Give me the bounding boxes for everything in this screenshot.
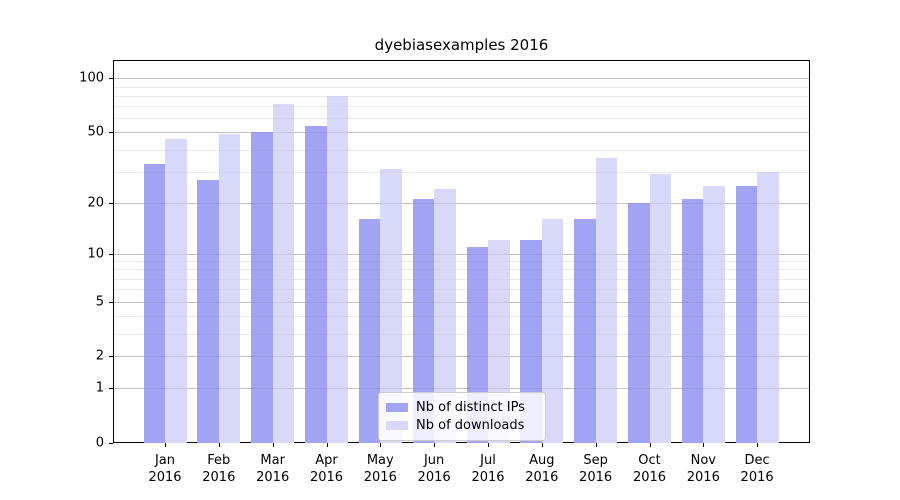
- y-tick-mark: [109, 202, 113, 204]
- chart-title: dyebiasexamples 2016: [374, 36, 549, 54]
- bar-sep-ips: [574, 219, 596, 443]
- y-tick-mark: [109, 443, 113, 444]
- bar-may-ips: [358, 219, 381, 443]
- x-tick-mark: [272, 443, 274, 447]
- x-tick-label: Sep 2016: [579, 453, 613, 485]
- x-tick-label: Oct 2016: [632, 453, 667, 485]
- bar-apr-ips: [305, 126, 327, 443]
- y-tick-label: 100: [79, 70, 104, 86]
- x-tick-label: Jan 2016: [148, 453, 182, 485]
- x-tick-label: Mar 2016: [256, 453, 290, 485]
- x-tick-label: Nov 2016: [686, 453, 720, 485]
- x-tick-mark: [541, 443, 543, 447]
- y-tick-label: 1: [95, 380, 104, 396]
- y-tick-label: 5: [95, 294, 104, 309]
- x-tick-label: May 2016: [363, 453, 397, 485]
- x-tick-label: Apr 2016: [309, 453, 344, 485]
- y-tick-label: 50: [87, 124, 104, 140]
- legend-swatch-distinct-ips: [386, 403, 408, 412]
- x-tick-mark: [757, 443, 759, 447]
- x-tick-mark: [218, 443, 220, 447]
- legend-item-downloads: Nb of downloads: [386, 418, 545, 433]
- bar-oct-ips: [628, 202, 650, 443]
- y-tick-mark: [109, 356, 113, 358]
- x-tick-label: Feb 2016: [202, 453, 236, 485]
- x-tick-mark: [703, 443, 705, 447]
- bar-mar-ips: [251, 132, 273, 443]
- x-tick-mark: [380, 443, 382, 447]
- bar-may-downloads: [380, 169, 402, 443]
- x-tick-mark: [488, 443, 489, 447]
- bar-dec-ips: [735, 185, 758, 443]
- x-tick-mark: [165, 443, 166, 447]
- bar-feb-ips: [197, 179, 219, 443]
- plot-area-border: [113, 60, 810, 443]
- bar-aug-downloads: [541, 219, 564, 443]
- bar-mar-downloads: [272, 104, 295, 443]
- y-tick-mark: [109, 388, 113, 390]
- y-tick-label: 20: [87, 195, 104, 210]
- legend: Nb of distinct IPs Nb of downloads: [378, 392, 546, 441]
- y-tick-label: 2: [95, 348, 104, 364]
- bar-sep-downloads: [595, 157, 618, 443]
- bar-jan-ips: [143, 164, 165, 443]
- x-tick-label: Jun 2016: [417, 453, 451, 485]
- x-tick-mark: [326, 443, 328, 447]
- y-tick-mark: [109, 78, 113, 80]
- legend-label-downloads: Nb of downloads: [416, 418, 525, 433]
- x-tick-mark: [649, 443, 651, 447]
- x-tick-label: Jul 2016: [471, 453, 505, 485]
- bar-feb-downloads: [218, 134, 241, 443]
- bar-apr-downloads: [326, 95, 348, 443]
- bar-jun-downloads: [434, 188, 456, 443]
- bar-dec-downloads: [757, 171, 779, 443]
- y-tick-label: 0: [95, 435, 104, 451]
- legend-item-distinct-ips: Nb of distinct IPs: [386, 400, 545, 415]
- x-tick-mark: [434, 443, 436, 447]
- bar-nov-ips: [681, 198, 704, 443]
- legend-swatch-downloads: [386, 421, 408, 430]
- y-tick-mark: [109, 253, 113, 255]
- legend-label-distinct-ips: Nb of distinct IPs: [416, 400, 525, 415]
- y-tick-mark: [109, 301, 113, 303]
- bar-oct-downloads: [649, 174, 671, 443]
- x-tick-label: Dec 2016: [740, 453, 774, 485]
- y-tick-label: 10: [87, 246, 104, 262]
- bar-jun-ips: [412, 198, 435, 443]
- x-tick-mark: [595, 443, 597, 447]
- bar-nov-downloads: [703, 185, 725, 443]
- x-tick-label: Aug 2016: [525, 453, 559, 485]
- y-tick-mark: [109, 132, 113, 134]
- bar-jan-downloads: [165, 138, 187, 443]
